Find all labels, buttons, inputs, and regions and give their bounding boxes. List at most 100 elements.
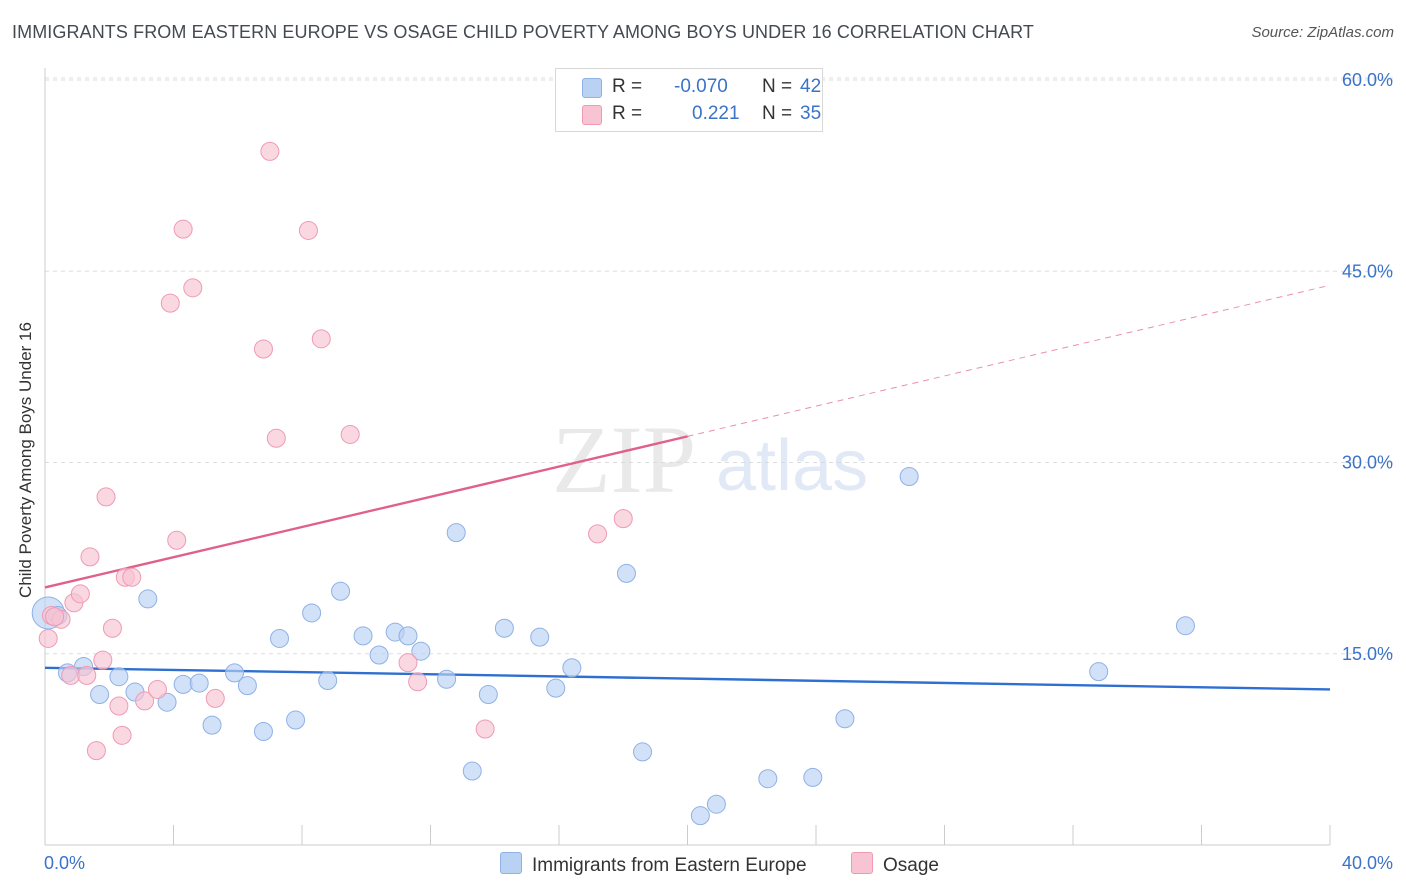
data-point — [1175, 616, 1195, 636]
data-point — [160, 293, 180, 313]
bottom-legend-label: Osage — [883, 855, 939, 876]
data-point — [331, 581, 351, 601]
bottom-legend-label: Immigrants from Eastern Europe — [532, 855, 807, 876]
data-point — [90, 685, 110, 705]
series-blue — [31, 467, 1195, 826]
y-axis-label: Child Poverty Among Boys Under 16 — [16, 322, 35, 598]
data-point — [157, 692, 177, 712]
trend-line-extension-pink — [687, 284, 1331, 437]
data-point — [1089, 662, 1109, 682]
data-point — [369, 645, 389, 665]
data-point — [286, 710, 306, 730]
data-point — [588, 524, 608, 544]
data-point — [122, 567, 142, 587]
data-point — [260, 141, 280, 161]
watermark: ZIP atlas — [552, 406, 868, 513]
data-point — [633, 742, 653, 762]
data-point — [613, 509, 633, 529]
data-point — [205, 688, 225, 708]
data-point — [437, 669, 457, 689]
trend-line-blue — [44, 666, 1331, 691]
data-point — [835, 709, 855, 729]
data-point — [398, 653, 418, 673]
data-point — [475, 719, 495, 739]
watermark-zip: ZIP — [552, 406, 696, 513]
data-point — [173, 674, 193, 694]
legend-n-value: 42 — [800, 76, 822, 97]
data-point — [183, 278, 203, 298]
bottom-legend-swatch-pink — [851, 852, 873, 874]
watermark-atlas: atlas — [716, 426, 868, 506]
data-point — [340, 424, 360, 444]
data-point — [86, 741, 106, 761]
legend-swatch-blue — [582, 78, 602, 98]
data-point — [398, 626, 418, 646]
axes — [44, 68, 1331, 846]
data-point — [112, 725, 132, 745]
data-point — [189, 673, 209, 693]
data-point — [562, 658, 582, 678]
data-point — [311, 329, 331, 349]
data-points — [31, 141, 1195, 826]
legend-swatch-pink — [582, 105, 602, 125]
y-tick-label: 15.0% — [1342, 644, 1393, 664]
data-point — [446, 523, 466, 543]
data-point — [758, 769, 778, 789]
legend-r-label: R = — [612, 76, 643, 97]
legend-n-label: N = — [762, 76, 793, 97]
data-point — [546, 678, 566, 698]
source-label: Source: ZipAtlas.com — [1251, 24, 1394, 41]
data-point — [102, 618, 122, 638]
series-pink — [38, 141, 633, 761]
trend-line-pink — [44, 435, 688, 589]
data-point — [202, 715, 222, 735]
legend-r-value: 0.221 — [692, 103, 740, 124]
data-point — [237, 676, 257, 696]
data-point — [77, 665, 97, 685]
data-point — [494, 618, 514, 638]
data-point — [411, 641, 431, 661]
data-point — [318, 671, 338, 691]
data-point — [253, 722, 273, 742]
data-point — [61, 665, 81, 685]
data-point — [616, 563, 636, 583]
data-point — [173, 219, 193, 239]
data-point — [478, 685, 498, 705]
x-tick-label: 40.0% — [1342, 853, 1393, 873]
data-point — [109, 696, 129, 716]
data-point — [135, 691, 155, 711]
tick-labels: 15.0% 30.0% 45.0% 60.0% 0.0% 40.0% — [44, 70, 1393, 873]
bottom-legend-osage: Osage — [851, 852, 939, 877]
legend-r-label: R = — [612, 103, 643, 124]
y-tick-label: 60.0% — [1342, 70, 1393, 90]
data-point — [138, 589, 158, 609]
data-point — [38, 628, 58, 648]
bottom-legend-immigrants: Immigrants from Eastern Europe — [500, 852, 807, 877]
legend-r-value: -0.070 — [674, 76, 728, 97]
data-point — [70, 584, 90, 604]
legend-n-label: N = — [762, 103, 793, 124]
y-tick-label: 45.0% — [1342, 261, 1393, 281]
trend-lines — [44, 284, 1331, 691]
data-point — [462, 761, 482, 781]
chart-title: IMMIGRANTS FROM EASTERN EUROPE VS OSAGE … — [12, 22, 1034, 42]
x-tick-label: 0.0% — [44, 853, 85, 873]
data-point — [530, 627, 550, 647]
data-point — [96, 487, 116, 507]
data-point — [167, 530, 187, 550]
data-point — [80, 547, 100, 567]
gridlines — [45, 77, 1395, 655]
data-point — [899, 467, 919, 487]
data-point — [93, 650, 113, 670]
data-point — [147, 679, 167, 699]
correlation-legend: R = -0.070 N = 42 R = 0.221 N = 35 — [555, 68, 823, 132]
data-point — [109, 667, 129, 687]
data-point — [408, 672, 428, 692]
data-point — [302, 603, 322, 623]
data-point — [803, 767, 823, 787]
data-point — [253, 339, 273, 359]
data-point — [45, 607, 65, 627]
data-point — [353, 626, 373, 646]
data-point — [298, 220, 318, 240]
